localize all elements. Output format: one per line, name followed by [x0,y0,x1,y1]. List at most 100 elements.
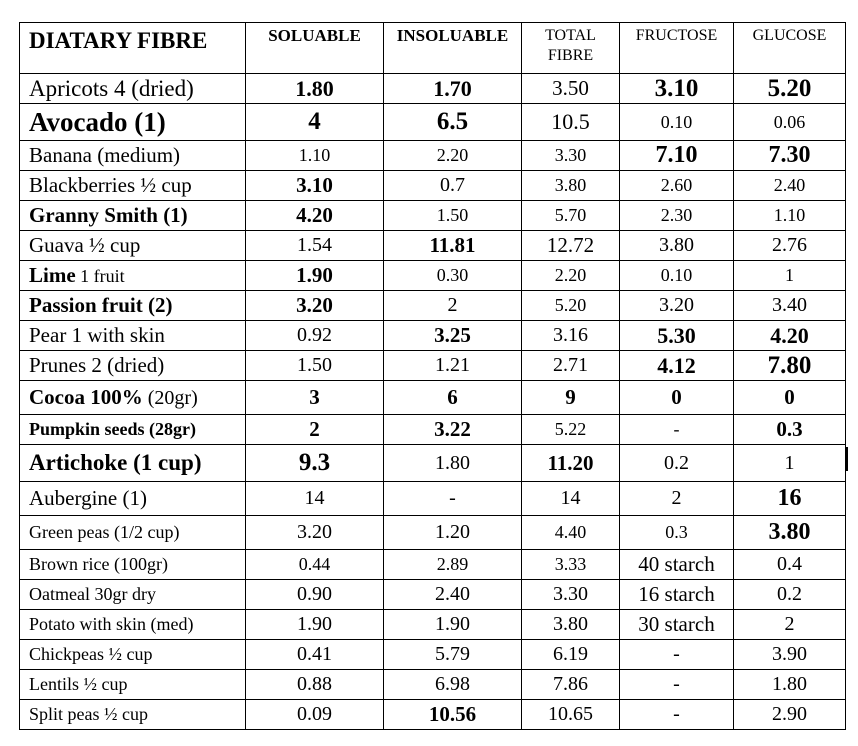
total-value: 10.5 [521,103,620,141]
food-name: Aubergine (1) [19,481,246,516]
glucose-value: 4.20 [733,320,846,351]
header-row: DIATARY FIBRE SOLUABLE INSOLUABLE TOTAL … [19,22,846,74]
total-value: 2.71 [521,350,620,381]
glucose-value: 0.06 [733,103,846,141]
food-name: Green peas (1/2 cup) [19,515,246,550]
total-value: 3.80 [521,170,620,201]
food-name: Oatmeal 30gr dry [19,579,246,610]
soluble-value: 4.20 [245,200,384,231]
food-name: Guava ½ cup [19,230,246,261]
fructose-value: 5.30 [619,320,734,351]
table-row: Banana (medium) 1.10 2.20 3.30 7.10 7.30 [19,140,846,171]
soluble-value: 0.09 [245,699,384,730]
table-row: Lentils ½ cup 0.88 6.98 7.86 - 1.80 [19,669,846,700]
total-value: 11.20 [521,444,620,482]
glucose-value: 7.30 [733,140,846,171]
soluble-value: 1.90 [245,260,384,291]
table-row: Avocado (1) 4 6.5 10.5 0.10 0.06 [19,103,846,141]
food-name: Potato with skin (med) [19,609,246,640]
table-row: Brown rice (100gr) 0.44 2.89 3.33 40 sta… [19,549,846,580]
total-value: 14 [521,481,620,516]
insoluble-value: 10.56 [383,699,522,730]
food-name: Chickpeas ½ cup [19,639,246,670]
fructose-value: 30 starch [619,609,734,640]
insoluble-value: 3.25 [383,320,522,351]
total-value: 7.86 [521,669,620,700]
fructose-value: 3.80 [619,230,734,261]
fructose-value: 7.10 [619,140,734,171]
header-fructose: FRUCTOSE [619,22,734,74]
insoluble-value: 1.90 [383,609,522,640]
total-value: 3.30 [521,140,620,171]
table-row: Green peas (1/2 cup) 3.20 1.20 4.40 0.3 … [19,515,846,550]
soluble-value: 1.50 [245,350,384,381]
glucose-value: 7.80 [733,350,846,381]
soluble-value: 3.10 [245,170,384,201]
fructose-value: 3.10 [619,73,734,104]
table-row: Prunes 2 (dried) 1.50 1.21 2.71 4.12 7.8… [19,350,846,381]
glucose-value: 16 [733,481,846,516]
fructose-value: - [619,699,734,730]
soluble-value: 4 [245,103,384,141]
glucose-value: 3.90 [733,639,846,670]
glucose-value: 5.20 [733,73,846,104]
insoluble-value: 6.5 [383,103,522,141]
soluble-value: 0.41 [245,639,384,670]
food-name: Apricots 4 (dried) [19,73,246,104]
table-row: Apricots 4 (dried) 1.80 1.70 3.50 3.10 5… [19,73,846,104]
insoluble-value: 11.81 [383,230,522,261]
insoluble-value: 5.79 [383,639,522,670]
table-row: Artichoke (1 cup) 9.3 1.80 11.20 0.2 1 [19,444,846,482]
insoluble-value: 6 [383,380,522,415]
food-name: Brown rice (100gr) [19,549,246,580]
food-name: Pumpkin seeds (28gr) [19,414,246,445]
insoluble-value: 2.89 [383,549,522,580]
glucose-value: 0.2 [733,579,846,610]
food-name: Granny Smith (1) [19,200,246,231]
soluble-value: 2 [245,414,384,445]
insoluble-value: 2.20 [383,140,522,171]
soluble-value: 1.10 [245,140,384,171]
insoluble-value: 1.70 [383,73,522,104]
table-row: Pumpkin seeds (28gr) 2 3.22 5.22 - 0.3 [19,414,846,445]
header-glucose: GLUCOSE [733,22,846,74]
fructose-value: 0.3 [619,515,734,550]
insoluble-value: 0.30 [383,260,522,291]
glucose-value: 0 [733,380,846,415]
header-soluble: SOLUABLE [245,22,384,74]
glucose-value: 1 [733,260,846,291]
glucose-value: 1.10 [733,200,846,231]
header-insoluble: INSOLUABLE [383,22,522,74]
table-row: Cocoa 100% (20gr) 3 6 9 0 0 [19,380,846,415]
fructose-value: 3.20 [619,290,734,321]
total-value: 3.16 [521,320,620,351]
soluble-value: 1.54 [245,230,384,261]
food-name: Lime 1 fruit [19,260,246,291]
fructose-value: 4.12 [619,350,734,381]
soluble-value: 3 [245,380,384,415]
header-food: DIATARY FIBRE [19,22,246,74]
fructose-value: 2.60 [619,170,734,201]
insoluble-value: 6.98 [383,669,522,700]
food-name: Lentils ½ cup [19,669,246,700]
food-name: Cocoa 100% (20gr) [19,380,246,415]
fructose-value: - [619,414,734,445]
soluble-value: 1.80 [245,73,384,104]
fructose-value: 40 starch [619,549,734,580]
food-name: Pear 1 with skin [19,320,246,351]
total-value: 12.72 [521,230,620,261]
insoluble-value: 3.22 [383,414,522,445]
soluble-value: 14 [245,481,384,516]
insoluble-value: 2.40 [383,579,522,610]
table-row: Lime 1 fruit 1.90 0.30 2.20 0.10 1 [19,260,846,291]
edge-mark [846,447,848,471]
soluble-value: 3.20 [245,290,384,321]
table-row: Granny Smith (1) 4.20 1.50 5.70 2.30 1.1… [19,200,846,231]
total-value: 6.19 [521,639,620,670]
soluble-value: 0.92 [245,320,384,351]
glucose-value: 3.40 [733,290,846,321]
food-name: Blackberries ½ cup [19,170,246,201]
insoluble-value: 1.80 [383,444,522,482]
total-value: 5.22 [521,414,620,445]
table-row: Pear 1 with skin 0.92 3.25 3.16 5.30 4.2… [19,320,846,351]
